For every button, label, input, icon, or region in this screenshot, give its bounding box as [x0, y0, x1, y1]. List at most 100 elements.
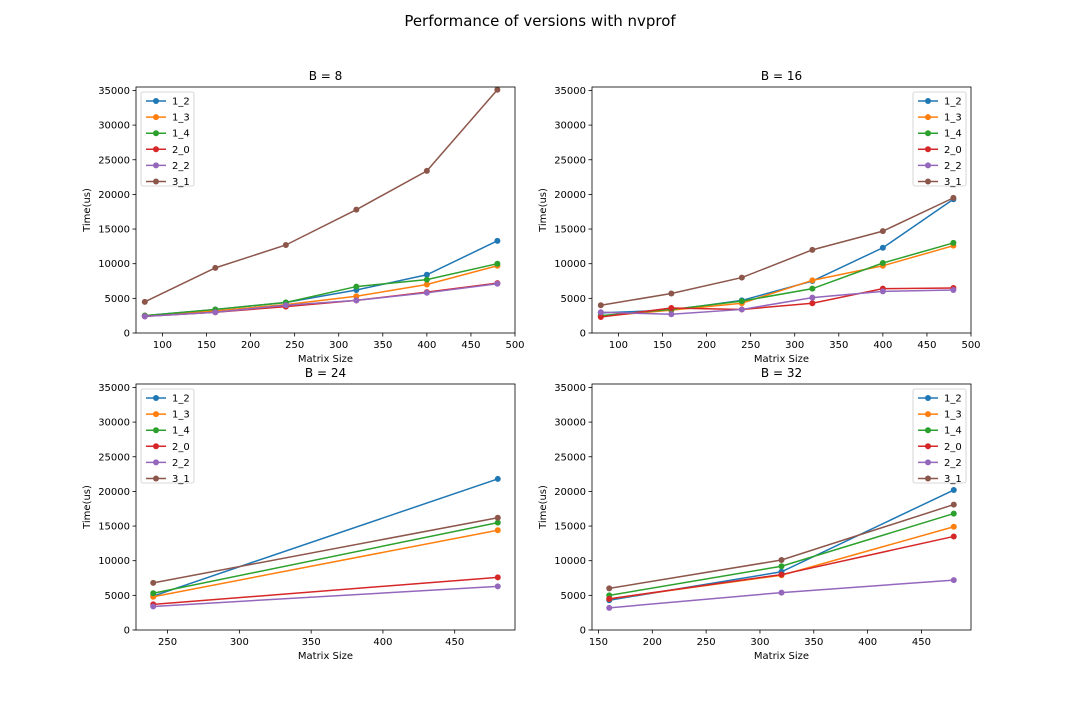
data-point [423, 276, 430, 283]
y-tick-label: 35000 [554, 86, 586, 97]
data-point [778, 571, 785, 578]
legend-marker [925, 114, 931, 121]
legend-label: 1_4 [172, 426, 190, 437]
x-tick-label: 450 [917, 340, 936, 351]
y-tick-label: 15000 [98, 522, 130, 533]
legend-label: 2_0 [944, 442, 962, 453]
x-tick-label: 100 [153, 340, 172, 351]
data-point [150, 590, 157, 597]
legend-marker [925, 459, 931, 466]
x-tick-label: 500 [505, 340, 524, 351]
data-point [809, 300, 816, 307]
legend-marker [153, 114, 159, 121]
legend-label: 3_1 [944, 474, 962, 485]
data-point [950, 577, 957, 584]
y-tick-label: 20000 [98, 487, 130, 498]
x-tick-label: 350 [302, 637, 321, 648]
x-axis-label: Matrix Size [298, 651, 353, 662]
y-tick-label: 30000 [554, 121, 586, 132]
series-line [144, 89, 498, 303]
series-2_2 [150, 583, 501, 610]
data-point [494, 475, 501, 482]
x-tick-label: 450 [912, 637, 931, 648]
legend-marker [925, 475, 931, 482]
legend-label: 1_2 [172, 97, 190, 108]
series-line [600, 289, 954, 316]
data-point [950, 523, 957, 530]
y-axis-label: Time(us) [538, 188, 549, 233]
series-3_1 [597, 194, 957, 309]
legend-marker [153, 443, 159, 450]
legend-label: 1_2 [172, 394, 190, 405]
data-point [282, 302, 289, 309]
legend-label: 1_4 [944, 426, 962, 437]
x-tick-label: 300 [329, 340, 348, 351]
series-2_0 [606, 533, 957, 602]
y-tick-label: 30000 [554, 418, 586, 429]
x-tick-label: 300 [230, 637, 249, 648]
subplot-4: B = 32 0 5000 10000 15000 20000 25000 30000 3500… [538, 366, 972, 662]
data-point [738, 298, 745, 305]
data-point [141, 313, 148, 320]
legend-marker [153, 427, 159, 434]
figure-suptitle: Performance of versions with nvprof [404, 12, 676, 30]
subplot-title: B = 32 [761, 366, 802, 380]
data-point [212, 264, 219, 271]
y-tick-label: 5000 [561, 591, 586, 602]
x-tick-label: 400 [858, 637, 877, 648]
y-tick-label: 15000 [554, 522, 586, 533]
data-point [423, 289, 430, 296]
x-tick-label: 250 [697, 637, 716, 648]
y-axis-label: Time(us) [82, 485, 93, 530]
legend-label: 2_0 [172, 442, 190, 453]
data-point [282, 241, 289, 248]
series-line [144, 240, 498, 317]
data-point [423, 167, 430, 174]
series-line [609, 512, 954, 597]
x-tick-label: 400 [417, 340, 436, 351]
series-1_3 [150, 527, 501, 600]
series-2_2 [141, 280, 501, 320]
legend-label: 2_0 [172, 145, 190, 156]
legend-marker [925, 130, 931, 137]
series-line [600, 242, 954, 317]
legend-label: 1_3 [944, 410, 962, 421]
legend-label: 1_3 [172, 113, 190, 124]
legend: 1_2 1_3 1_4 2_0 2_2 3_1 [912, 91, 967, 188]
legend-label: 2_2 [172, 161, 190, 172]
series-3_1 [150, 514, 501, 586]
data-point [494, 583, 501, 590]
axes-frame [135, 383, 516, 631]
data-point [494, 237, 501, 244]
subplot-title: B = 8 [309, 69, 343, 83]
y-tick-label: 10000 [554, 259, 586, 270]
y-tick-label: 20000 [554, 487, 586, 498]
legend-label: 1_3 [944, 113, 962, 124]
series-line [153, 529, 498, 598]
y-tick-label: 25000 [98, 452, 130, 463]
legend: 1_2 1_3 1_4 2_0 2_2 3_1 [140, 91, 195, 188]
data-point [423, 281, 430, 288]
x-tick-label: 400 [373, 637, 392, 648]
legend-label: 2_2 [172, 458, 190, 469]
x-tick-label: 150 [653, 340, 672, 351]
y-tick-label: 35000 [98, 383, 130, 394]
series-line [153, 576, 498, 606]
x-tick-label: 350 [804, 637, 823, 648]
data-point [597, 314, 604, 321]
legend-marker [153, 475, 159, 482]
data-point [879, 260, 886, 267]
data-point [950, 501, 957, 508]
data-point [494, 86, 501, 93]
y-tick-label: 35000 [98, 86, 130, 97]
data-point [809, 285, 816, 292]
data-point [879, 228, 886, 235]
series-line [144, 265, 498, 317]
data-point [950, 510, 957, 517]
data-point [423, 271, 430, 278]
x-tick-label: 200 [697, 340, 716, 351]
legend-marker [153, 178, 159, 185]
series-1_4 [606, 510, 957, 599]
legend-marker [925, 395, 931, 401]
x-tick-label: 400 [873, 340, 892, 351]
